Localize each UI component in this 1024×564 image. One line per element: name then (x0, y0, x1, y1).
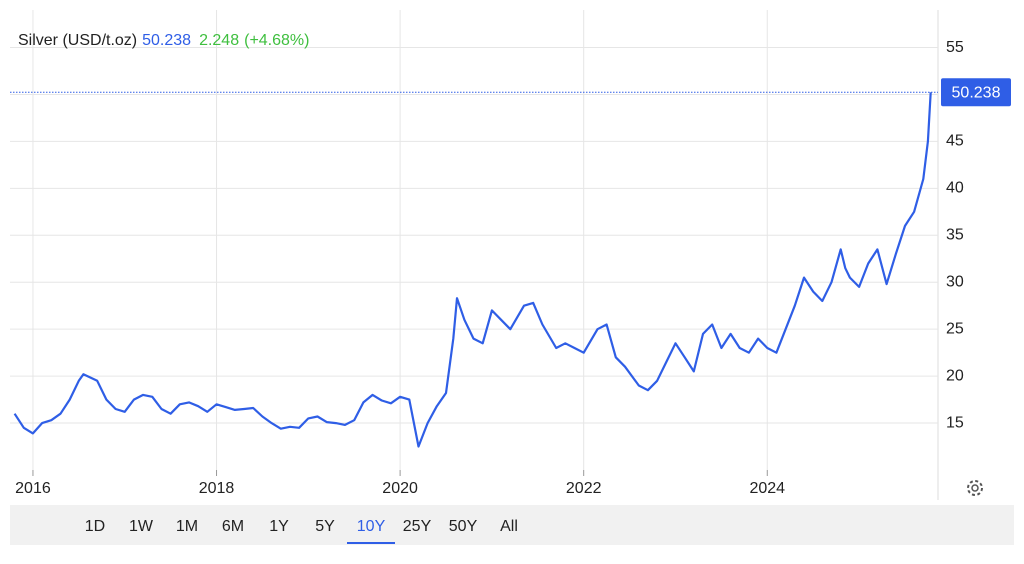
range-button[interactable]: 1W (129, 518, 154, 535)
price-line (13, 92, 932, 448)
x-tick-label: 2022 (566, 480, 602, 497)
range-button[interactable]: 1Y (269, 518, 289, 535)
range-button[interactable]: 1D (85, 518, 105, 535)
range-button[interactable]: 1M (176, 518, 198, 535)
range-button[interactable]: 10Y (357, 518, 386, 535)
range-button[interactable]: 50Y (449, 518, 478, 535)
price-change: 2.248 (199, 32, 239, 49)
range-button[interactable]: All (500, 518, 518, 535)
y-tick-label: 20 (946, 367, 964, 384)
price-change-percent: (+4.68%) (244, 32, 309, 49)
range-button[interactable]: 6M (222, 518, 244, 535)
range-button[interactable]: 25Y (403, 518, 432, 535)
chart-header: Silver (USD/t.oz) 50.238 2.248 (+4.68%) (18, 32, 309, 49)
x-tick-label: 2016 (15, 480, 51, 497)
range-bar (10, 505, 1014, 545)
x-tick-label: 2020 (382, 480, 418, 497)
last-price: 50.238 (142, 32, 191, 49)
price-tag-label: 50.238 (952, 84, 1001, 101)
chart-title: Silver (USD/t.oz) (18, 32, 137, 49)
y-tick-label: 25 (946, 320, 964, 337)
y-tick-label: 30 (946, 273, 964, 290)
y-tick-label: 15 (946, 414, 964, 431)
settings-icon[interactable] (967, 480, 983, 496)
price-tag (941, 78, 1011, 107)
y-tick-label: 45 (946, 133, 964, 150)
x-tick-label: 2024 (749, 480, 785, 497)
y-tick-label: 40 (946, 180, 964, 197)
y-tick-label: 55 (946, 39, 964, 56)
range-button[interactable]: 5Y (315, 518, 335, 535)
x-tick-label: 2018 (199, 480, 235, 497)
y-tick-label: 35 (946, 227, 964, 244)
